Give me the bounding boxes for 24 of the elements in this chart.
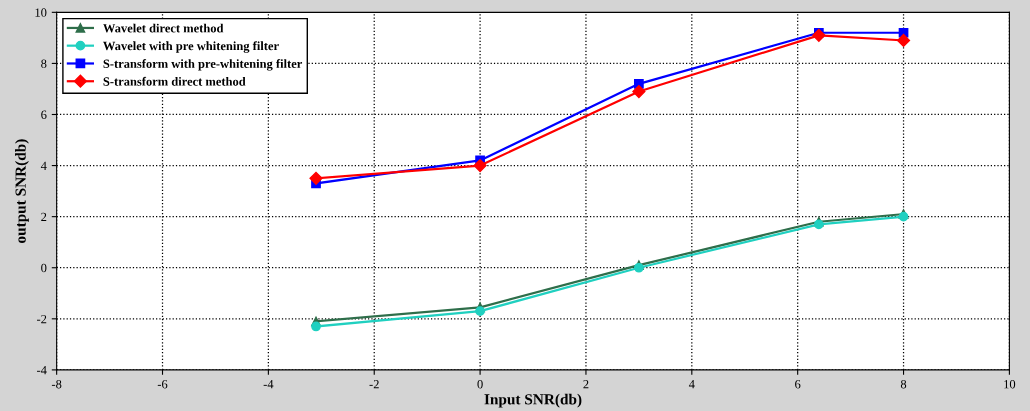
y-axis-title: output SNR(db) — [15, 139, 29, 243]
x-tick-label: 8 — [900, 379, 907, 389]
x-tick-label: -4 — [263, 380, 274, 389]
x-tick-label: 0 — [477, 379, 483, 389]
x-tick-label: 4 — [688, 380, 695, 389]
y-tick-label: 0 — [41, 263, 47, 273]
y-tick-label: 8 — [41, 59, 47, 68]
x-tick-label: -2 — [369, 380, 379, 389]
legend-label: Wavelet with pre whitening filter — [103, 41, 279, 53]
y-tick-label: 2 — [41, 212, 47, 221]
y-tick-label: -2 — [36, 314, 47, 324]
y-tick-label: 10 — [35, 8, 47, 17]
x-tick-label: -8 — [51, 379, 62, 389]
y-tick-label: -4 — [36, 366, 47, 375]
legend-label: S-transform direct method — [103, 76, 246, 86]
y-tick-label: 6 — [41, 110, 47, 119]
x-tick-label: 2 — [583, 380, 589, 389]
legend-label: S-transform with pre-whitening filter — [103, 59, 303, 71]
x-tick-label: 10 — [1004, 379, 1016, 389]
x-tick-label: -6 — [157, 380, 168, 389]
x-axis-title: Input SNR(db) — [484, 393, 582, 408]
y-tick-label: 4 — [40, 161, 47, 170]
legend-label: Wavelet direct method — [103, 23, 224, 33]
x-tick-label: 6 — [795, 380, 801, 389]
